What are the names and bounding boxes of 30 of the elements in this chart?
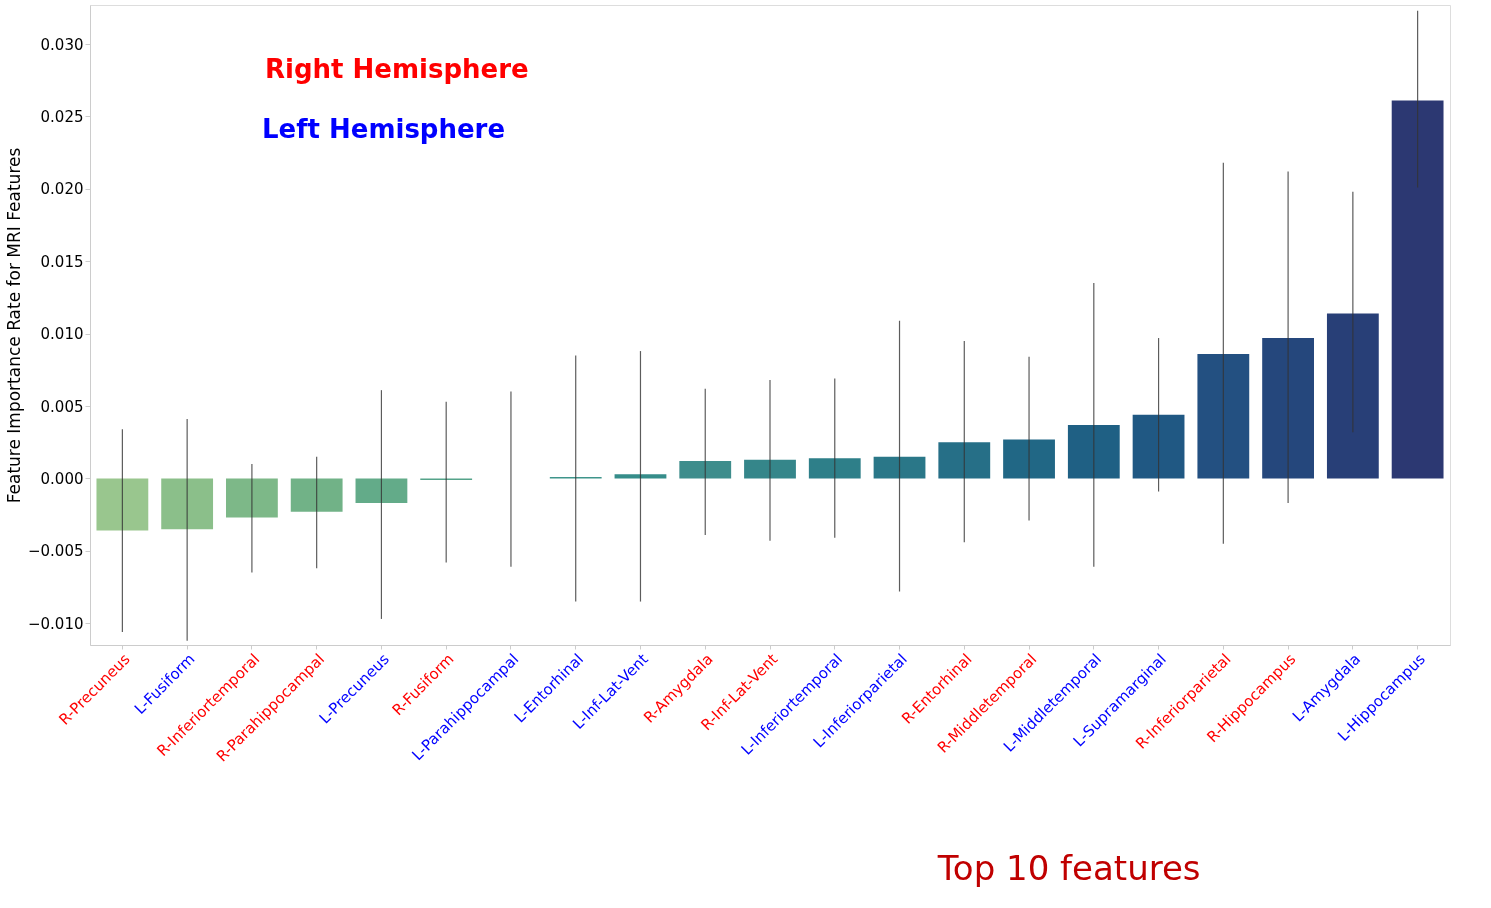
y-tick-label: −0.005 xyxy=(27,542,84,561)
bar xyxy=(873,456,926,479)
bar xyxy=(1262,338,1314,479)
y-tick-label: 0.020 xyxy=(40,180,84,199)
bar xyxy=(1132,414,1185,479)
annotation: Left Hemisphere xyxy=(262,114,506,144)
y-axis-title: Feature Importance Rate for MRI Features xyxy=(3,147,24,504)
bar xyxy=(1067,424,1120,479)
y-tick-label: −0.010 xyxy=(27,614,84,633)
y-tick-label: 0.030 xyxy=(40,35,84,54)
bar xyxy=(1391,100,1444,479)
bar xyxy=(1197,353,1250,479)
y-tick-label: 0.010 xyxy=(40,325,84,344)
y-tick-label: 0.005 xyxy=(40,397,84,416)
bar xyxy=(290,478,343,512)
bar xyxy=(161,478,214,530)
bar xyxy=(679,461,732,479)
y-tick-label: 0.025 xyxy=(40,107,84,126)
bar xyxy=(1326,313,1379,479)
bar xyxy=(96,478,149,531)
bar xyxy=(808,458,861,479)
bar xyxy=(744,459,796,479)
text: Top 10 features xyxy=(936,848,1201,888)
annotation: Right Hemisphere xyxy=(265,54,529,84)
bar xyxy=(1003,439,1055,479)
y-tick-label: 0.000 xyxy=(40,469,84,488)
y-tick-label: 0.015 xyxy=(40,252,84,271)
bar xyxy=(938,442,991,479)
bar xyxy=(355,478,408,504)
bar xyxy=(226,478,278,518)
